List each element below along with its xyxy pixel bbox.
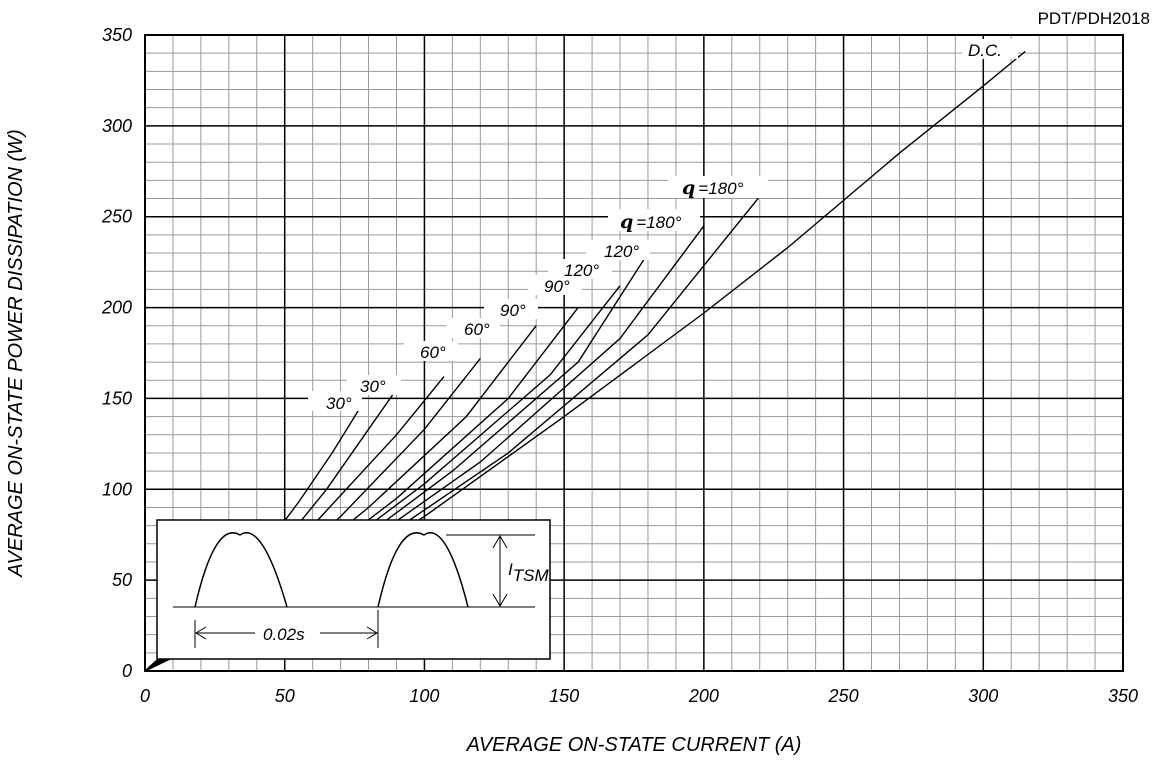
curve-label-120a: 120° (564, 261, 599, 280)
y-tick-label: 100 (102, 479, 132, 499)
curve-label-180b: q =180° (682, 177, 744, 199)
itsm-arrow-up (492, 535, 508, 549)
y-tick-label: 350 (102, 25, 132, 45)
period-arrow-right (366, 626, 378, 640)
y-tick-label: 0 (122, 661, 132, 681)
curve-label-dc: D.C. (968, 41, 1002, 60)
x-tick-label: 250 (828, 686, 859, 706)
x-tick-label: 0 (140, 686, 150, 706)
curve-label-120b: 120° (604, 242, 639, 261)
y-tick-label: 50 (112, 570, 132, 590)
y-tick-label: 150 (102, 388, 132, 408)
y-tick-labels: 0 50 100 150 200 250 300 350 (101, 25, 132, 681)
itsm-i: I (508, 560, 513, 579)
part-number: PDT/PDH2018 (1038, 9, 1150, 28)
period-label: 0.02s (263, 625, 305, 644)
x-tick-label: 100 (409, 686, 439, 706)
curve-labels: 30° 30° 60° 60° 90° 90° 120° 120° q =180°… (308, 39, 1018, 413)
theta-symbol-b: q (682, 177, 695, 199)
curve-label-180b-text: =180° (698, 179, 743, 198)
curve-label-60a: 60° (420, 343, 446, 362)
curve-label-60b: 60° (464, 320, 490, 339)
curve-label-30b: 30° (360, 377, 386, 396)
curve-label-90b: 90° (544, 277, 570, 296)
curve-label-90a: 90° (500, 301, 526, 320)
x-tick-labels: 0 50 100 150 200 250 300 350 (140, 686, 1138, 706)
plot-frame (144, 34, 1124, 672)
itsm-label: ITSM (508, 560, 549, 585)
x-axis-title: AVERAGE ON-STATE CURRENT (A) (466, 734, 802, 756)
half-sine-pulse-2 (377, 532, 469, 608)
waveform-inset: ITSM 0.02s (156, 519, 551, 660)
itsm-sub: TSM (513, 566, 550, 585)
theta-symbol-a: q (620, 211, 633, 233)
half-sine-pulse-1 (194, 532, 288, 608)
x-tick-label: 150 (549, 686, 579, 706)
x-tick-label: 300 (968, 686, 998, 706)
inset-frame (156, 519, 551, 660)
y-tick-label: 250 (101, 207, 132, 227)
curve-label-180a: q =180° (620, 211, 682, 233)
curve-label-30a: 30° (326, 394, 352, 413)
itsm-arrow-down (492, 593, 508, 607)
x-tick-label: 200 (688, 686, 719, 706)
x-tick-label: 50 (275, 686, 295, 706)
curve-label-180a-text: =180° (636, 213, 681, 232)
period-arrow-left (195, 626, 207, 640)
x-tick-label: 350 (1108, 686, 1138, 706)
y-tick-label: 200 (101, 298, 132, 318)
y-tick-label: 300 (102, 116, 132, 136)
y-axis-title: AVERAGE ON-STATE POWER DISSIPATION (W) (5, 129, 27, 577)
